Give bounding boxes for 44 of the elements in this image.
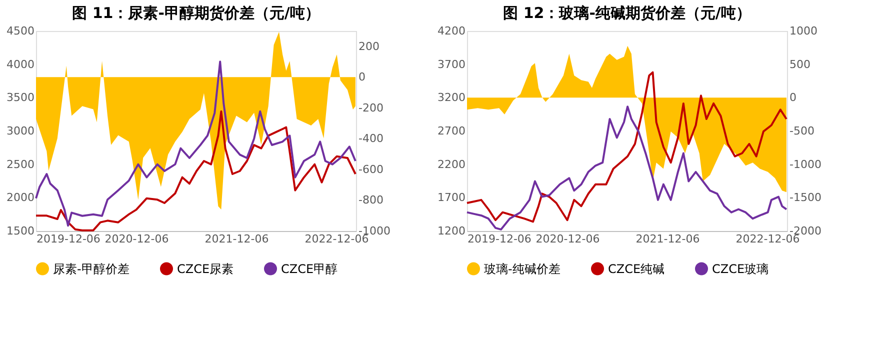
legend-label: 尿素-甲醇价差	[53, 262, 130, 276]
y2-tick-label: -600	[358, 162, 384, 176]
y2-tick-label: -200	[358, 101, 384, 114]
legend-label: CZCE玻璃	[712, 262, 769, 276]
y-tick-label: 3500	[6, 91, 34, 104]
legend-label: CZCE纯碱	[608, 262, 665, 276]
line-series	[35, 60, 356, 227]
y-tick-label: 1500	[6, 224, 34, 238]
y-tick-label: 2500	[6, 158, 34, 171]
line-series	[466, 71, 788, 223]
legend-label: CZCE甲醇	[281, 262, 338, 276]
y-tick-label: 1700	[438, 191, 466, 204]
y-tick-label: 2200	[438, 158, 466, 171]
x-tick-label: 2021-12-06	[204, 232, 269, 246]
y2-tick-label: -400	[358, 132, 384, 146]
y2-tick-label: 200	[358, 40, 380, 53]
y2-tick-label: 1000	[790, 24, 818, 38]
y2-tick-label: 0	[790, 91, 796, 104]
line-series	[466, 106, 788, 230]
y-tick-label: 3000	[6, 124, 34, 138]
y-tick-label: 3200	[438, 91, 466, 104]
y2-tick-label: -800	[358, 194, 384, 207]
y-tick-label: 2700	[438, 124, 466, 138]
x-tick-label: 2019-12-06	[468, 232, 532, 246]
y-tick-label: 4000	[6, 58, 34, 71]
x-tick-label: 2021-12-06	[636, 232, 700, 246]
y-tick-label: 3700	[438, 58, 466, 71]
y2-tick-label: -500	[790, 124, 814, 138]
x-tick-label: 2020-12-06	[104, 232, 169, 246]
y-tick-label: 4200	[438, 24, 466, 38]
y-tick-label: 2000	[6, 191, 34, 204]
y-tick-label: 1200	[438, 224, 466, 238]
x-tick-label: 2019-12-06	[36, 232, 100, 246]
chart-title: 图 11：尿素-甲醇期货价差（元/吨）	[72, 4, 320, 22]
legend-label: 玻璃-纯碱价差	[484, 262, 560, 276]
legend-label: CZCE尿素	[177, 262, 234, 276]
chart-title: 图 12：玻璃-纯碱期货价差（元/吨）	[503, 4, 751, 22]
line-series	[35, 110, 356, 232]
y2-tick-label: -1500	[790, 191, 822, 204]
y2-tick-label: -1000	[790, 158, 822, 171]
y2-tick-label: 500	[790, 58, 810, 71]
y-tick-label: 4500	[6, 24, 34, 38]
x-tick-label: 2020-12-06	[536, 232, 600, 246]
y2-tick-label: 0	[358, 70, 366, 84]
